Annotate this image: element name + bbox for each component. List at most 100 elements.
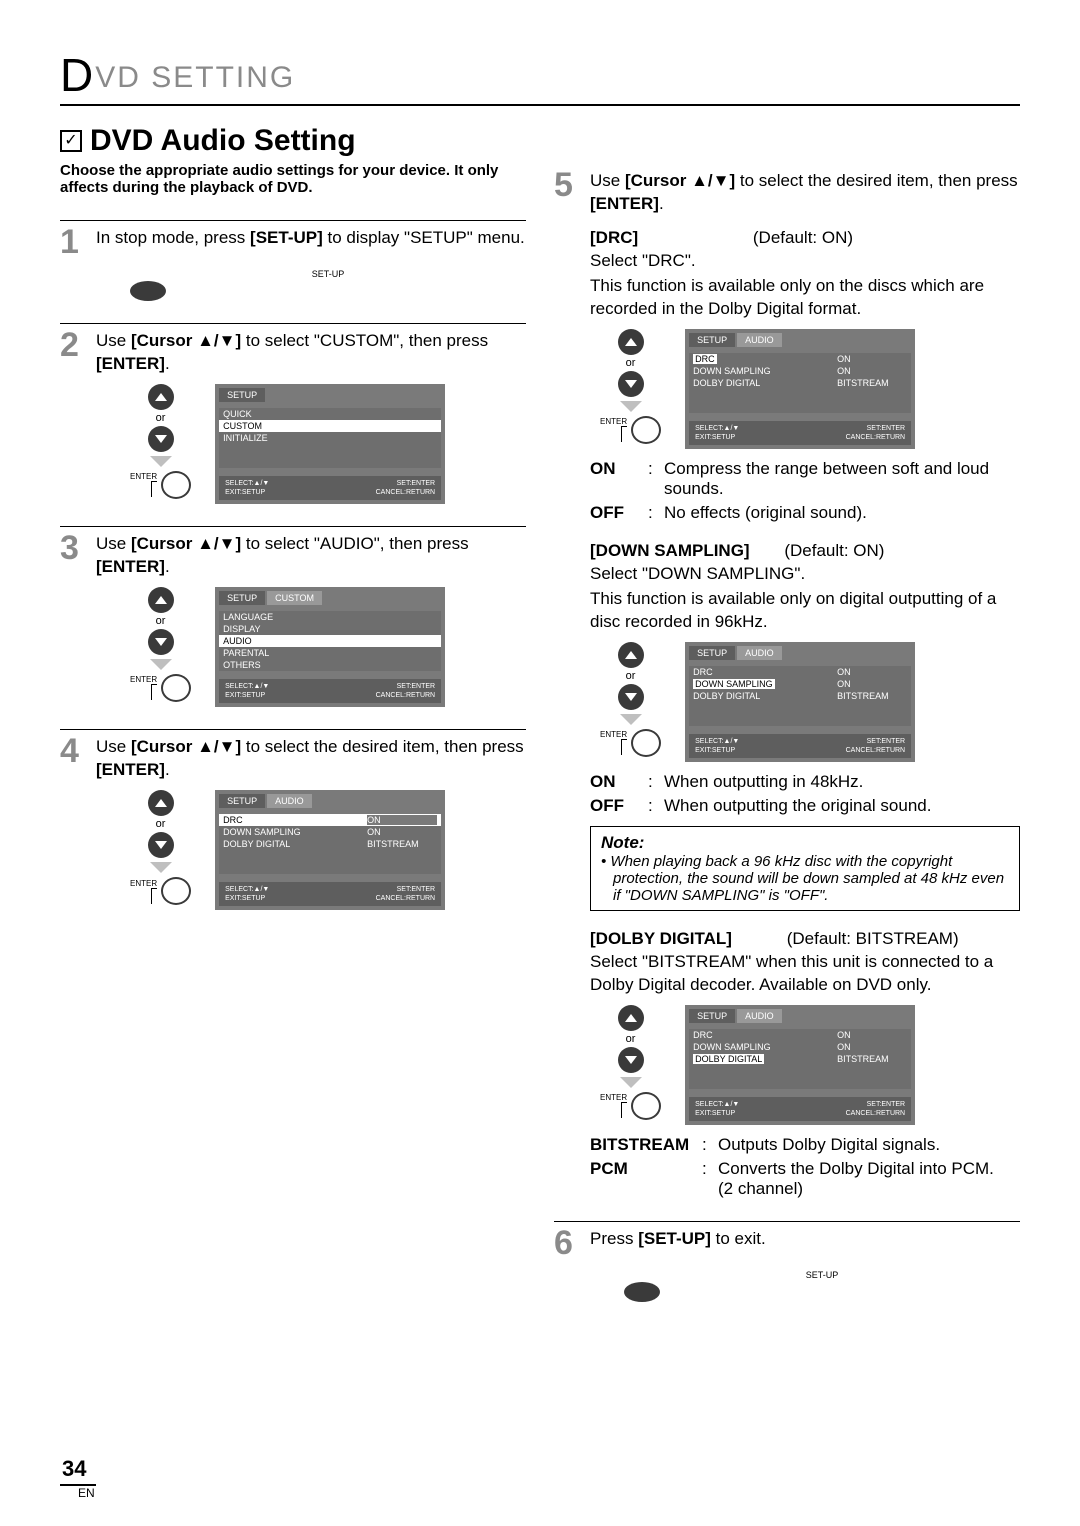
cursor-control: or ENTER — [130, 384, 191, 499]
header-title: DVD SETTING — [60, 48, 1020, 102]
remote-setup-button: SET-UP — [554, 1270, 1020, 1302]
down-options: ON:When outputting in 48kHz. OFF:When ou… — [590, 772, 1020, 816]
osd-footer: SELECT:▲/▼EXIT:SETUP SET:ENTERCANCEL:RET… — [219, 679, 441, 703]
dolby-header: [DOLBY DIGITAL] (Default: BITSTREAM) — [590, 929, 1020, 949]
step-number: 1 — [60, 225, 88, 259]
osd-item: OTHERS — [219, 659, 441, 671]
note-box: Note: When playing back a 96 kHz disc wi… — [590, 826, 1020, 911]
cursor-up-icon — [148, 790, 174, 816]
enter-button-icon — [161, 674, 191, 702]
step-number: 5 — [554, 168, 582, 202]
osd-item: QUICK — [219, 408, 441, 420]
osd-item: DOLBY DIGITALBITSTREAM — [689, 1053, 911, 1065]
right-column: 5 Use [Cursor ▲/▼] to select the desired… — [554, 220, 1020, 1324]
osd-item: DOWN SAMPLINGON — [689, 1041, 911, 1053]
step-number: 3 — [60, 531, 88, 565]
osd-screen-setup: SETUP QUICK CUSTOM INITIALIZE SELECT:▲/▼… — [215, 384, 445, 504]
cursor-down-icon — [618, 1047, 644, 1073]
step-3: 3 Use [Cursor ▲/▼] to select "AUDIO", th… — [60, 526, 526, 707]
step-4: 4 Use [Cursor ▲/▼] to select the desired… — [60, 729, 526, 910]
step-text: Use [Cursor ▲/▼] to select the desired i… — [96, 736, 526, 782]
setup-button-icon — [130, 281, 166, 301]
down-select: Select "DOWN SAMPLING". — [590, 563, 1020, 586]
drc-select: Select "DRC". — [590, 250, 1020, 273]
page-header: DVD SETTING — [60, 48, 1020, 106]
osd-item: DOLBY DIGITALBITSTREAM — [689, 690, 911, 702]
divider — [60, 323, 526, 324]
osd-footer: SELECT:▲/▼EXIT:SETUP SET:ENTERCANCEL:RET… — [689, 421, 911, 445]
step-number: 6 — [554, 1226, 582, 1260]
step-number: 4 — [60, 734, 88, 768]
cursor-down-icon — [618, 684, 644, 710]
divider — [60, 729, 526, 730]
osd-item: INITIALIZE — [219, 432, 441, 444]
down-desc: This function is available only on digit… — [590, 588, 1020, 634]
enter-button-icon — [631, 1092, 661, 1120]
osd-screen-custom: SETUP CUSTOM LANGUAGE DISPLAY AUDIO PARE… — [215, 587, 445, 707]
osd-item: DOWN SAMPLINGON — [689, 365, 911, 377]
dolby-desc: Select "BITSTREAM" when this unit is con… — [590, 951, 1020, 997]
osd-item: AUDIO — [219, 635, 441, 647]
page-number: 34 — [60, 1456, 96, 1486]
header-rest: VD SETTING — [95, 61, 295, 94]
step-number: 2 — [60, 328, 88, 362]
osd-item: DOLBY DIGITALBITSTREAM — [219, 838, 441, 850]
cursor-up-icon — [618, 1005, 644, 1031]
cursor-down-icon — [148, 629, 174, 655]
left-column: 1 In stop mode, press [SET-UP] to displa… — [60, 220, 526, 1324]
osd-screen-drc: SETUP AUDIO DRCON DOWN SAMPLINGON DOLBY … — [685, 329, 915, 449]
drc-header: [DRC] (Default: ON) — [590, 228, 1020, 248]
osd-item: DOWN SAMPLINGON — [219, 826, 441, 838]
cursor-control: or ENTER — [600, 1005, 661, 1120]
step-text: Use [Cursor ▲/▼] to select "CUSTOM", the… — [96, 330, 526, 376]
osd-item: DRCON — [689, 666, 911, 678]
enter-button-icon — [631, 416, 661, 444]
chevron-down-icon — [620, 401, 642, 412]
enter-button-icon — [631, 729, 661, 757]
enter-button-icon — [161, 471, 191, 499]
cursor-up-icon — [618, 329, 644, 355]
chevron-down-icon — [620, 1077, 642, 1088]
remote-setup-button: SET-UP — [60, 269, 526, 301]
cursor-up-icon — [148, 384, 174, 410]
cursor-control: or ENTER — [130, 790, 191, 905]
cursor-control: or ENTER — [600, 642, 661, 757]
osd-item: CUSTOM — [219, 420, 441, 432]
section-title: DVD Audio Setting — [90, 124, 356, 158]
setup-button-icon — [624, 1282, 660, 1302]
osd-footer: SELECT:▲/▼EXIT:SETUP SET:ENTERCANCEL:RET… — [219, 882, 441, 906]
intro-text: Choose the appropriate audio settings fo… — [60, 162, 520, 196]
osd-screen-dolby: SETUP AUDIO DRCON DOWN SAMPLINGON DOLBY … — [685, 1005, 915, 1125]
enter-button-icon — [161, 877, 191, 905]
chevron-down-icon — [150, 659, 172, 670]
step-6: 6 Press [SET-UP] to exit. SET-UP — [554, 1221, 1020, 1302]
cursor-down-icon — [148, 832, 174, 858]
osd-item: DRCON — [219, 814, 441, 826]
osd-item: PARENTAL — [219, 647, 441, 659]
chevron-down-icon — [150, 862, 172, 873]
cursor-down-icon — [618, 371, 644, 397]
cursor-down-icon — [148, 426, 174, 452]
step-1: 1 In stop mode, press [SET-UP] to displa… — [60, 220, 526, 301]
divider — [554, 1221, 1020, 1222]
chevron-down-icon — [150, 456, 172, 467]
divider — [60, 220, 526, 221]
header-letter: D — [60, 49, 95, 101]
osd-screen-audio: SETUP AUDIO DRCON DOWN SAMPLINGON DOLBY … — [215, 790, 445, 910]
step-text: Use [Cursor ▲/▼] to select the desired i… — [590, 170, 1020, 216]
step-text: Use [Cursor ▲/▼] to select "AUDIO", then… — [96, 533, 526, 579]
osd-item: DOLBY DIGITALBITSTREAM — [689, 377, 911, 389]
osd-footer: SELECT:▲/▼EXIT:SETUP SET:ENTERCANCEL:RET… — [689, 734, 911, 758]
step-text: Press [SET-UP] to exit. — [590, 1228, 1020, 1251]
cursor-control: or ENTER — [600, 329, 661, 444]
osd-footer: SELECT:▲/▼EXIT:SETUP SET:ENTERCANCEL:RET… — [219, 476, 441, 500]
checkbox-icon: ✓ — [60, 130, 82, 152]
cursor-up-icon — [618, 642, 644, 668]
osd-item: DRCON — [689, 353, 911, 365]
step-text: In stop mode, press [SET-UP] to display … — [96, 227, 526, 250]
page-language: EN — [78, 1486, 96, 1500]
osd-screen-down: SETUP AUDIO DRCON DOWN SAMPLINGON DOLBY … — [685, 642, 915, 762]
divider — [60, 526, 526, 527]
page-footer: 34 EN — [60, 1456, 96, 1500]
osd-item: DISPLAY — [219, 623, 441, 635]
